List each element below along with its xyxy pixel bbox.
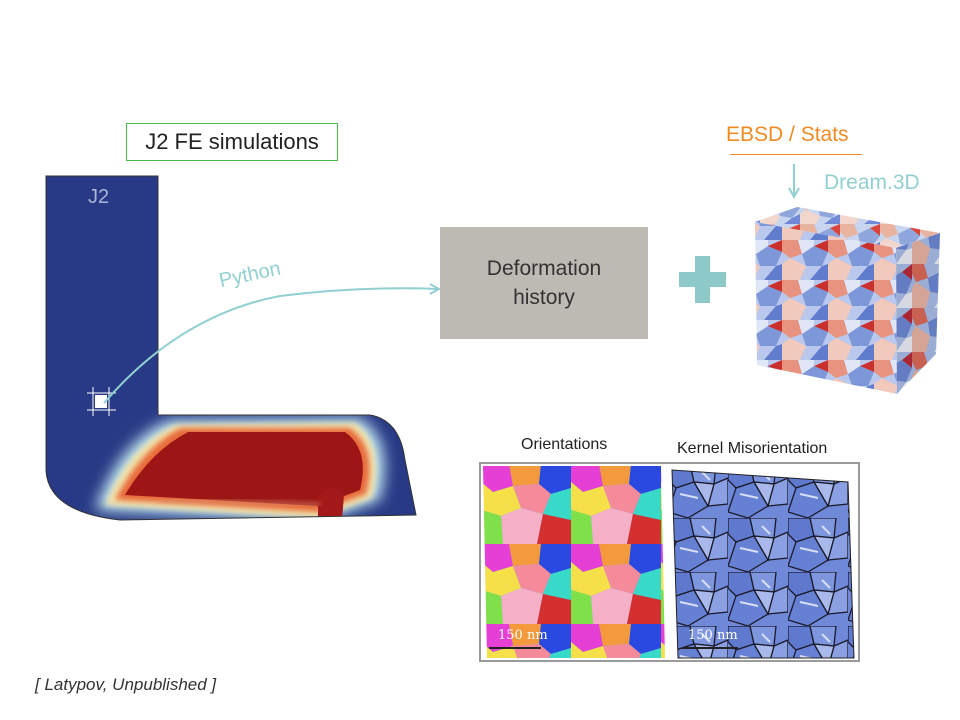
- fe-domain-label: J2: [88, 186, 110, 208]
- down-arrow-icon: [788, 164, 800, 200]
- deformation-history-line1: Deformation: [486, 257, 602, 280]
- orientations-label: Orientations: [521, 436, 608, 453]
- element-marker: [87, 387, 116, 416]
- dream3d-label: Dream.3D: [824, 171, 920, 194]
- ebsd-stats-label: EBSD / Stats: [726, 123, 849, 146]
- fe-simulations-title-text: J2 FE simulations: [145, 129, 319, 154]
- kernel-misorientation-label: Kernel Misorientation: [677, 440, 828, 457]
- citation: [ Latypov, Unpublished ]: [35, 675, 217, 694]
- fe-simulations-title: J2 FE simulations: [126, 123, 338, 161]
- deformation-history-line2: history: [513, 286, 575, 309]
- scale-bar-right-label: 150 nm: [688, 628, 738, 643]
- microstructure-cube: [755, 207, 940, 394]
- orientations-map: [483, 466, 665, 658]
- python-arrow: [103, 287, 439, 404]
- plus-icon: [679, 256, 726, 303]
- kernel-misorientation-map: [671, 469, 855, 659]
- scale-bar-left-label: 150 nm: [498, 628, 548, 643]
- ebsd-underline: [730, 154, 862, 155]
- fe-stress-field: [46, 176, 416, 520]
- deformation-history-box: Deformation history: [440, 227, 648, 339]
